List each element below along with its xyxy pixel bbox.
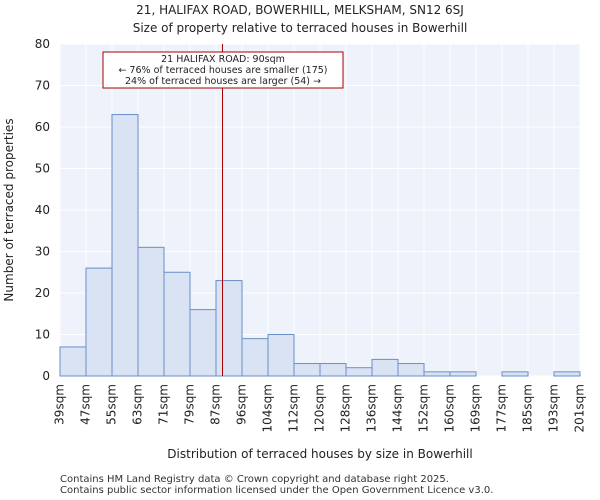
x-tick-label: 87sqm: [209, 384, 223, 425]
bar-79sqm: [189, 309, 217, 377]
bar-55sqm: [111, 114, 139, 377]
x-tick-label: 144sqm: [391, 384, 405, 432]
bar-39sqm: [59, 346, 87, 377]
x-tick-label: 169sqm: [469, 384, 483, 432]
y-tick-label: 0: [42, 369, 50, 383]
y-axis-label: Number of terraced properties: [2, 118, 16, 301]
bar-152sqm: [423, 371, 451, 377]
histogram-chart: 0 10 20 30 40 50 60 70 80 39sqm 47sqm 55sqm 63sqm 71…: [2, 37, 587, 461]
y-tick-label: 60: [35, 120, 50, 134]
x-tick-label: 47sqm: [79, 384, 93, 425]
bar-136sqm: [371, 358, 399, 377]
bar-128sqm: [345, 367, 373, 377]
y-tick-label: 50: [35, 162, 50, 176]
bar-87sqm: [215, 280, 243, 377]
bar-63sqm: [137, 246, 165, 377]
x-tick-label: 79sqm: [183, 384, 197, 425]
chart-subtitle: Size of property relative to terraced ho…: [132, 21, 468, 35]
annotation-line-1: 21 HALIFAX ROAD: 90sqm: [161, 54, 285, 65]
x-tick-label: 96sqm: [235, 384, 249, 425]
bar-193sqm: [553, 371, 581, 377]
y-tick-label: 70: [35, 79, 50, 93]
annotation-line-2: ← 76% of terraced houses are smaller (17…: [118, 65, 327, 76]
y-tick-label: 40: [35, 203, 50, 217]
bar-144sqm: [397, 363, 425, 377]
y-tick-label: 30: [35, 245, 50, 259]
bar-160sqm: [449, 371, 477, 377]
y-tick-label: 10: [35, 328, 50, 342]
bar-104sqm: [267, 334, 295, 377]
x-tick-label: 71sqm: [157, 384, 171, 425]
x-tick-label: 193sqm: [547, 384, 561, 432]
x-tick-label: 177sqm: [495, 384, 509, 432]
x-tick-label: 201sqm: [573, 384, 587, 432]
x-tick-label: 128sqm: [339, 384, 353, 432]
x-tick-label: 152sqm: [417, 384, 431, 432]
x-tick-label: 160sqm: [443, 384, 457, 432]
y-tick-label: 20: [35, 286, 50, 300]
bar-112sqm: [293, 363, 321, 377]
x-tick-label: 136sqm: [365, 384, 379, 432]
x-tick-label: 39sqm: [53, 384, 67, 425]
x-axis-label: Distribution of terraced houses by size …: [167, 447, 472, 461]
x-tick-label: 120sqm: [313, 384, 327, 432]
chart-title: 21, HALIFAX ROAD, BOWERHILL, MELKSHAM, S…: [136, 3, 464, 17]
bar-96sqm: [241, 338, 269, 377]
x-tick-label: 112sqm: [287, 384, 301, 432]
bar-120sqm: [319, 363, 347, 377]
x-tick-label: 104sqm: [261, 384, 275, 432]
y-tick-label: 80: [35, 37, 50, 51]
x-tick-label: 185sqm: [521, 384, 535, 432]
x-tick-label: 63sqm: [131, 384, 145, 425]
annotation-line-3: 24% of terraced houses are larger (54) →: [125, 76, 321, 87]
annotation-box: [102, 51, 344, 89]
footer-line-1: Contains HM Land Registry data © Crown c…: [60, 474, 449, 485]
bar-47sqm: [85, 267, 113, 377]
footer-line-2: Contains public sector information licen…: [60, 485, 494, 496]
bar-71sqm: [163, 271, 191, 377]
x-tick-label: 55sqm: [105, 384, 119, 425]
bar-177sqm: [501, 371, 529, 377]
